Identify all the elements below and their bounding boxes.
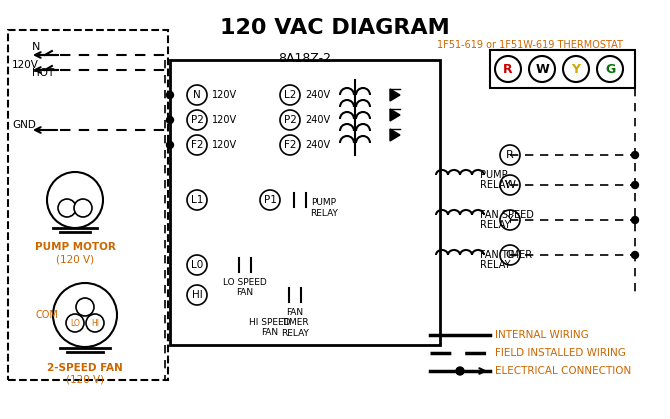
Circle shape xyxy=(563,56,589,82)
Text: Y: Y xyxy=(572,62,580,75)
Text: 120V: 120V xyxy=(212,115,237,125)
Circle shape xyxy=(500,210,520,230)
Text: W: W xyxy=(535,62,549,75)
Circle shape xyxy=(280,85,300,105)
Circle shape xyxy=(187,190,207,210)
Text: ELECTRICAL CONNECTION: ELECTRICAL CONNECTION xyxy=(495,366,631,376)
Circle shape xyxy=(187,110,207,130)
Circle shape xyxy=(66,314,84,332)
Circle shape xyxy=(74,199,92,217)
Text: N: N xyxy=(193,90,201,100)
Text: F2: F2 xyxy=(191,140,203,150)
Bar xyxy=(490,50,635,88)
Circle shape xyxy=(495,56,521,82)
Text: W: W xyxy=(505,180,515,190)
Text: P2: P2 xyxy=(283,115,296,125)
Text: FAN
TIMER
RELAY: FAN TIMER RELAY xyxy=(281,308,309,338)
Circle shape xyxy=(167,142,174,148)
Circle shape xyxy=(500,145,520,165)
Circle shape xyxy=(632,217,639,223)
Text: 120 VAC DIAGRAM: 120 VAC DIAGRAM xyxy=(220,18,450,38)
Circle shape xyxy=(597,56,623,82)
Circle shape xyxy=(187,255,207,275)
Circle shape xyxy=(187,85,207,105)
Text: 240V: 240V xyxy=(305,140,330,150)
Text: (120 V): (120 V) xyxy=(66,375,104,385)
Circle shape xyxy=(76,298,94,316)
Text: LO: LO xyxy=(70,318,80,328)
Text: PUMP: PUMP xyxy=(480,170,508,180)
Circle shape xyxy=(260,190,280,210)
Text: 2-SPEED FAN: 2-SPEED FAN xyxy=(47,363,123,373)
Text: RELAY: RELAY xyxy=(480,260,511,270)
Circle shape xyxy=(529,56,555,82)
Text: 1F51-619 or 1F51W-619 THERMOSTAT: 1F51-619 or 1F51W-619 THERMOSTAT xyxy=(437,40,623,50)
Polygon shape xyxy=(390,109,400,121)
Circle shape xyxy=(500,245,520,265)
Text: 240V: 240V xyxy=(305,115,330,125)
Text: RELAY: RELAY xyxy=(480,220,511,230)
Circle shape xyxy=(632,181,639,189)
Text: INTERNAL WIRING: INTERNAL WIRING xyxy=(495,330,589,340)
Text: N: N xyxy=(32,42,40,52)
Text: 8A18Z-2: 8A18Z-2 xyxy=(279,52,332,65)
Text: F2: F2 xyxy=(284,140,296,150)
Text: L1: L1 xyxy=(191,195,203,205)
Circle shape xyxy=(53,283,117,347)
Text: FAN TIMER: FAN TIMER xyxy=(480,250,532,260)
Circle shape xyxy=(58,199,76,217)
Text: R: R xyxy=(506,150,514,160)
Circle shape xyxy=(187,285,207,305)
Text: HI SPEED
FAN: HI SPEED FAN xyxy=(249,318,291,337)
Text: 240V: 240V xyxy=(305,90,330,100)
Text: G: G xyxy=(605,62,615,75)
Text: L2: L2 xyxy=(284,90,296,100)
Text: G: G xyxy=(506,250,515,260)
Text: 120V: 120V xyxy=(212,140,237,150)
Text: R: R xyxy=(503,62,513,75)
Circle shape xyxy=(500,175,520,195)
Text: RELAY: RELAY xyxy=(480,180,511,190)
Text: Y: Y xyxy=(507,215,513,225)
Circle shape xyxy=(47,172,103,228)
Bar xyxy=(170,60,440,345)
Text: (120 V): (120 V) xyxy=(56,254,94,264)
Text: HOT: HOT xyxy=(32,68,54,78)
Polygon shape xyxy=(390,89,400,101)
Text: FIELD INSTALLED WIRING: FIELD INSTALLED WIRING xyxy=(495,348,626,358)
Text: P2: P2 xyxy=(190,115,204,125)
Circle shape xyxy=(167,116,174,124)
Circle shape xyxy=(280,135,300,155)
Bar xyxy=(8,30,168,380)
Text: PUMP
RELAY: PUMP RELAY xyxy=(310,198,338,218)
Circle shape xyxy=(167,91,174,98)
Text: FAN SPEED: FAN SPEED xyxy=(480,210,534,220)
Polygon shape xyxy=(390,129,400,141)
Circle shape xyxy=(187,135,207,155)
Circle shape xyxy=(632,152,639,158)
Text: HI: HI xyxy=(192,290,202,300)
Circle shape xyxy=(86,314,104,332)
Circle shape xyxy=(280,110,300,130)
Text: GND: GND xyxy=(12,120,36,130)
Text: LO SPEED
FAN: LO SPEED FAN xyxy=(223,278,267,297)
Circle shape xyxy=(632,251,639,259)
Text: 120V: 120V xyxy=(212,90,237,100)
Circle shape xyxy=(456,367,464,375)
Text: PUMP MOTOR: PUMP MOTOR xyxy=(35,242,115,252)
Text: 120V: 120V xyxy=(12,60,39,70)
Text: P1: P1 xyxy=(263,195,277,205)
Text: L0: L0 xyxy=(191,260,203,270)
Text: HI: HI xyxy=(91,318,99,328)
Text: COM: COM xyxy=(36,310,58,320)
